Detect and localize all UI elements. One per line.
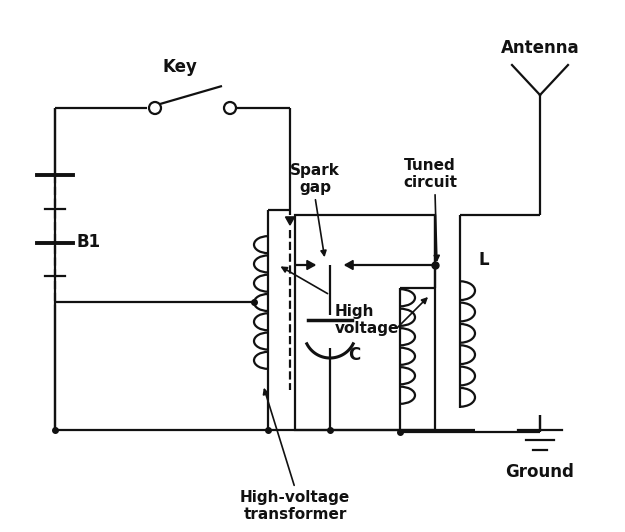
Text: Antenna: Antenna (501, 39, 579, 57)
Bar (295, 215, 435, 430)
Text: Tuned
circuit: Tuned circuit (403, 157, 457, 190)
Polygon shape (286, 217, 294, 225)
Text: B1: B1 (77, 233, 101, 251)
Text: Spark
gap: Spark gap (290, 163, 340, 195)
Text: Ground: Ground (506, 463, 574, 481)
Text: Key: Key (163, 58, 198, 76)
Text: L: L (478, 251, 489, 269)
Text: High-voltage
transformer: High-voltage transformer (240, 490, 350, 522)
Polygon shape (307, 261, 315, 270)
Text: High
voltage: High voltage (335, 304, 399, 336)
Polygon shape (345, 261, 353, 270)
Text: C: C (348, 346, 360, 364)
